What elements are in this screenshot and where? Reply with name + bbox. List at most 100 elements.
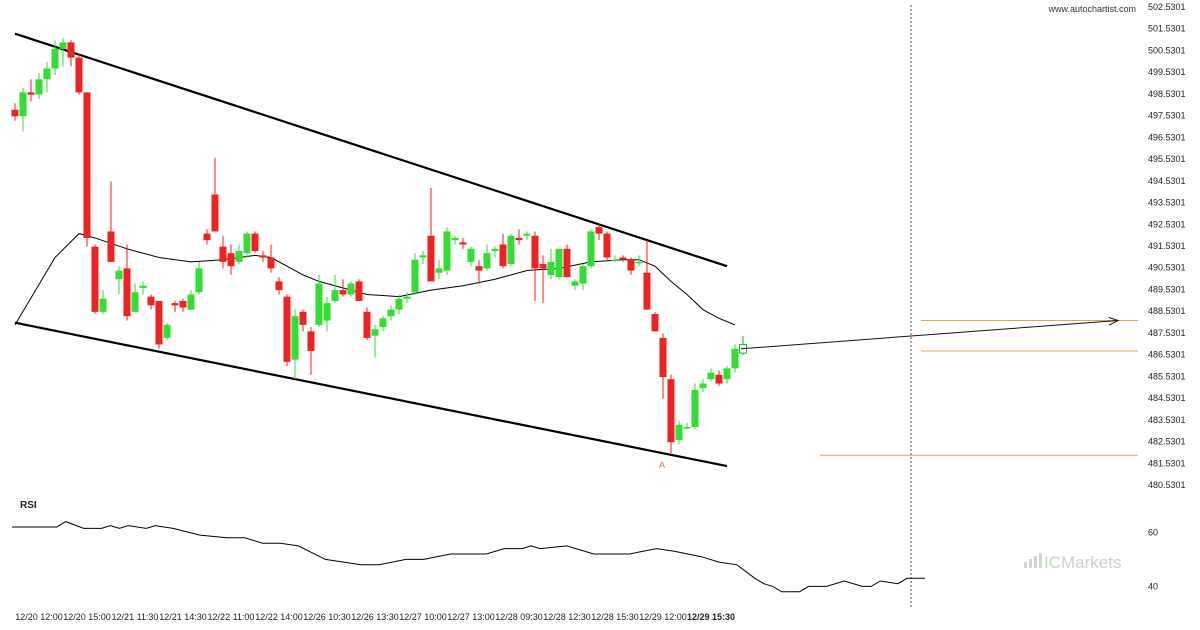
candle xyxy=(419,250,427,265)
candle xyxy=(219,235,227,269)
candle-body xyxy=(171,303,179,306)
candle-body xyxy=(675,424,683,441)
candle-body xyxy=(315,283,323,325)
price-tick-label: 491.5301 xyxy=(1148,241,1186,251)
candle xyxy=(579,264,587,291)
candle-body xyxy=(627,259,635,271)
candle xyxy=(691,383,699,430)
candle xyxy=(51,40,59,76)
candle xyxy=(371,324,379,358)
candle xyxy=(163,322,171,341)
candle xyxy=(403,292,411,304)
candle xyxy=(587,229,595,269)
candle xyxy=(67,40,75,67)
candle xyxy=(91,244,99,315)
candle xyxy=(595,222,603,241)
candle xyxy=(171,300,179,312)
candle-body xyxy=(251,233,259,251)
candle-body xyxy=(731,348,739,369)
candle-body xyxy=(267,257,275,269)
candle xyxy=(267,244,275,273)
candle-body xyxy=(51,48,59,69)
candle xyxy=(531,231,539,301)
candle xyxy=(635,255,643,267)
candle xyxy=(507,233,515,267)
candle-body xyxy=(723,368,731,380)
candle-body xyxy=(35,79,43,95)
price-tick-label: 499.5301 xyxy=(1148,67,1186,77)
candle xyxy=(283,294,291,367)
candle-body xyxy=(563,248,571,278)
candle-body xyxy=(155,300,163,345)
price-tick-label: 500.5301 xyxy=(1148,45,1186,55)
candle xyxy=(427,187,435,282)
candle-body xyxy=(435,268,443,273)
candle xyxy=(643,240,651,310)
price-tick-label: 492.5301 xyxy=(1148,219,1186,229)
forecast-line xyxy=(740,320,1119,350)
candle xyxy=(107,181,115,262)
candle-body xyxy=(571,281,579,286)
price-tick-label: 480.5301 xyxy=(1148,480,1186,490)
price-tick-label: 490.5301 xyxy=(1148,263,1186,273)
candle xyxy=(75,53,83,95)
candle-body xyxy=(91,246,99,312)
price-tick-label: 502.5301 xyxy=(1148,2,1186,12)
candle-body xyxy=(19,92,27,117)
candle-body xyxy=(635,261,643,264)
candle xyxy=(123,244,131,321)
candle-body xyxy=(667,379,675,443)
candle xyxy=(299,309,307,332)
candle-body xyxy=(371,329,379,336)
candle xyxy=(459,237,467,249)
candle xyxy=(435,259,443,280)
candle-body xyxy=(195,268,203,293)
price-tick-label: 495.5301 xyxy=(1148,154,1186,164)
candle-body xyxy=(379,318,387,328)
candle-body xyxy=(651,314,659,332)
time-tick-label: 12/29 15:30 xyxy=(687,612,735,622)
candle xyxy=(275,277,283,295)
candle xyxy=(675,420,683,445)
candle xyxy=(483,244,491,271)
candle-body xyxy=(715,374,723,384)
candle-body xyxy=(683,426,691,429)
candle-body xyxy=(347,283,355,295)
candle xyxy=(659,333,667,399)
candle xyxy=(99,290,107,315)
candle xyxy=(291,309,299,380)
candle-body xyxy=(123,268,131,317)
candle xyxy=(563,244,571,278)
candle-body xyxy=(531,235,539,269)
candle xyxy=(611,255,619,262)
candle-body xyxy=(411,259,419,293)
candle xyxy=(539,255,547,304)
time-tick-label: 12/20 15:00 xyxy=(63,612,111,622)
candle-body xyxy=(539,264,547,269)
candle xyxy=(43,61,51,93)
candle xyxy=(235,244,243,265)
candle-body xyxy=(211,194,219,232)
candle xyxy=(115,266,123,295)
candle xyxy=(147,294,155,310)
candle xyxy=(211,157,219,232)
candle xyxy=(411,253,419,295)
candle-body xyxy=(219,246,227,262)
time-tick-label: 12/27 13:00 xyxy=(447,612,495,622)
candle xyxy=(259,250,267,262)
candle-body xyxy=(83,92,91,238)
candle-body xyxy=(235,250,243,262)
candle-body xyxy=(75,57,83,93)
candle-body xyxy=(387,309,395,317)
candle xyxy=(155,300,163,349)
candle-body xyxy=(507,235,515,265)
candle-body xyxy=(363,311,371,338)
candle-body xyxy=(395,298,403,310)
time-tick-label: 12/20 12:00 xyxy=(15,612,63,622)
time-tick-label: 12/27 10:00 xyxy=(399,612,447,622)
candle-body xyxy=(27,92,35,95)
candle xyxy=(355,279,363,301)
price-tick-label: 483.5301 xyxy=(1148,415,1186,425)
candle-body xyxy=(59,42,67,49)
price-tick-label: 496.5301 xyxy=(1148,132,1186,142)
